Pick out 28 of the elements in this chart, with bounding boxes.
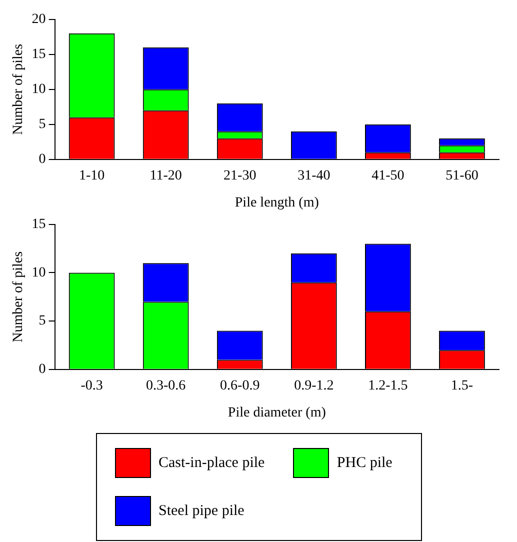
x-tick-label: 0.9-1.2 (294, 378, 334, 394)
x-tick-label: 21-30 (224, 168, 256, 184)
x-tick-label: 0.6-0.9 (220, 378, 260, 394)
x-tick-label: 0.3-0.6 (146, 378, 186, 394)
x-tick-label: 1.2-1.5 (368, 378, 408, 394)
legend-label: Steel pipe pile (158, 502, 244, 520)
y-tick-label: 15 (32, 217, 46, 232)
y-tick-label: 10 (32, 82, 46, 98)
legend-label: PHC pile (336, 454, 392, 472)
y-tick-label: 5 (38, 117, 46, 132)
x-axis-title: Pile diameter (m) (228, 405, 326, 420)
y-tick-label: 0 (38, 362, 46, 378)
x-tick-label: 31-40 (298, 168, 330, 184)
y-tick-label: 10 (32, 265, 46, 280)
y-tick-label: 20 (32, 12, 46, 28)
x-tick-label: 1.5- (450, 378, 474, 394)
x-tick-label: 11-20 (150, 168, 182, 184)
y-tick-label: 5 (38, 314, 46, 329)
y-axis-title: Number of piles (11, 251, 26, 342)
y-tick-label: 0 (38, 152, 46, 168)
x-tick-label: 1-10 (78, 168, 105, 184)
y-axis-title: Number of piles (11, 44, 26, 135)
y-tick-label: 15 (32, 47, 46, 62)
x-tick-label: 41-50 (372, 168, 404, 184)
legend-label: Cast-in-place pile (158, 454, 265, 472)
x-axis-title: Pile length (m) (234, 195, 320, 210)
x-tick-label: -0.3 (80, 378, 103, 394)
x-tick-label: 51-60 (446, 168, 478, 184)
